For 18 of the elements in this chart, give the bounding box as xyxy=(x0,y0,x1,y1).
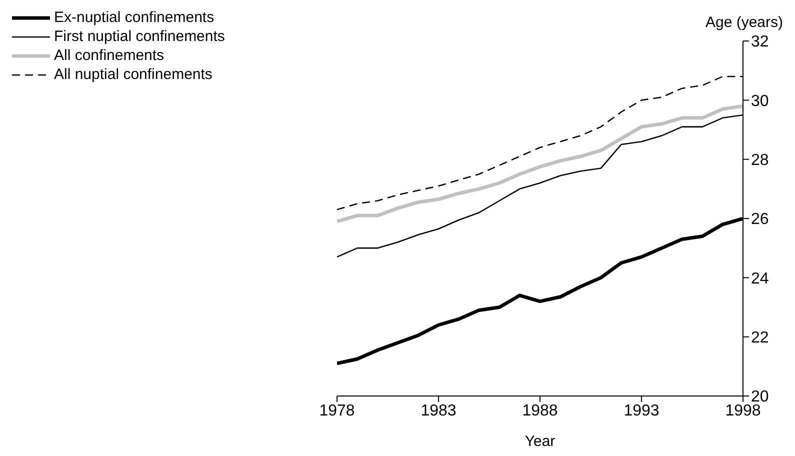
legend-label: All nuptial confinements xyxy=(54,65,212,84)
line-series xyxy=(337,104,743,224)
x-tick-label: 1988 xyxy=(522,402,558,420)
y-tick-label: 30 xyxy=(751,92,769,110)
x-tick-label: 1978 xyxy=(319,402,355,420)
x-tick-label: 1993 xyxy=(624,402,660,420)
x-axis-title: Year xyxy=(524,433,556,450)
y-tick-label: 26 xyxy=(751,211,769,228)
x-tick-label: 1983 xyxy=(420,402,456,420)
y-tick-label: 22 xyxy=(751,330,769,347)
y-tick-label: 32 xyxy=(751,34,769,51)
legend-label: All confinements xyxy=(54,46,164,65)
x-tick-label: 1998 xyxy=(725,402,761,420)
y-tick-label: 24 xyxy=(751,270,769,288)
legend-label: First nuptial confinements xyxy=(54,27,225,46)
y-tick-label: 28 xyxy=(751,152,769,170)
legend-label: Ex-nuptial confinements xyxy=(54,8,214,27)
y-axis-title: Age (years) xyxy=(705,14,783,31)
